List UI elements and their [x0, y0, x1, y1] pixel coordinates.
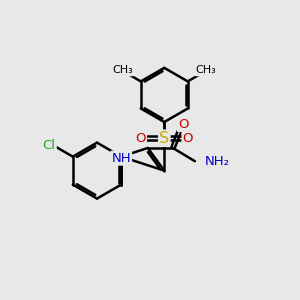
Text: S: S	[159, 131, 169, 146]
Text: NH₂: NH₂	[205, 155, 230, 168]
Text: CH₃: CH₃	[195, 65, 216, 75]
Text: O: O	[183, 132, 193, 145]
Text: NH: NH	[111, 152, 131, 165]
Text: CH₃: CH₃	[112, 65, 133, 75]
Text: Cl: Cl	[43, 139, 56, 152]
Text: O: O	[136, 132, 146, 145]
Text: O: O	[178, 118, 188, 131]
